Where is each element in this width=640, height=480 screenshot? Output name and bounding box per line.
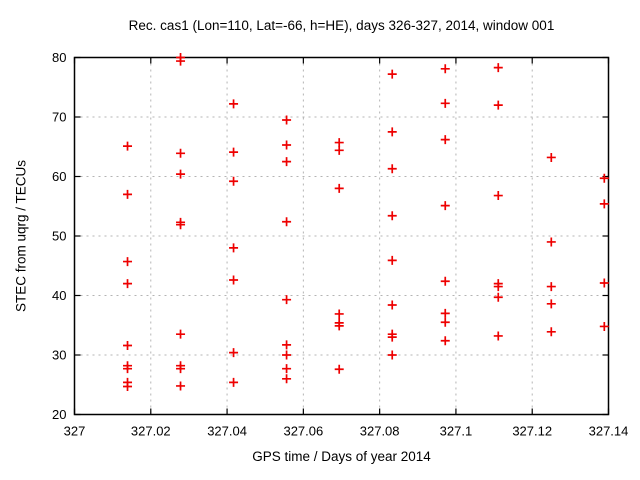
data-point-marker — [176, 329, 186, 339]
data-point-marker — [599, 278, 609, 288]
data-point-marker — [229, 243, 239, 253]
data-point-marker — [493, 100, 503, 110]
data-point-marker — [493, 331, 503, 341]
data-point-marker — [493, 63, 503, 73]
data-point-marker — [440, 308, 450, 318]
data-point-marker — [282, 374, 292, 384]
data-point-marker — [387, 69, 397, 79]
data-point-marker — [282, 350, 292, 360]
data-point-marker — [440, 201, 450, 211]
x-tick-label: 327 — [64, 424, 86, 439]
data-point-marker — [229, 99, 239, 109]
data-point-marker — [123, 382, 133, 392]
data-point-marker — [123, 340, 133, 350]
data-point-marker — [176, 220, 186, 230]
x-tick-label: 327.14 — [589, 424, 629, 439]
data-point-marker — [546, 299, 556, 309]
data-point-marker — [123, 257, 133, 267]
data-point-marker — [440, 64, 450, 74]
data-point-marker — [493, 191, 503, 201]
x-tick-label: 327.12 — [512, 424, 552, 439]
data-point-marker — [334, 321, 344, 331]
data-point-marker — [282, 364, 292, 374]
x-tick-label: 327.08 — [360, 424, 400, 439]
x-tick-label: 327.1 — [440, 424, 473, 439]
x-tick-label: 327.04 — [207, 424, 247, 439]
data-point-marker — [546, 282, 556, 292]
plot-border — [73, 56, 610, 416]
data-point-marker — [282, 295, 292, 305]
data-point-marker — [282, 340, 292, 350]
data-point-marker — [123, 141, 133, 151]
data-point-marker — [599, 173, 609, 183]
data-point-marker — [282, 157, 292, 167]
data-point-marker — [229, 348, 239, 358]
data-point-marker — [176, 381, 186, 391]
x-axis-title: GPS time / Days of year 2014 — [252, 449, 431, 464]
data-point-marker — [546, 327, 556, 337]
x-tick-label: 327.06 — [283, 424, 323, 439]
data-point-marker — [176, 56, 186, 66]
data-point-marker — [176, 169, 186, 179]
data-point-marker — [334, 145, 344, 155]
y-tick-label: 20 — [52, 407, 66, 422]
data-point-marker — [387, 164, 397, 174]
y-tick-label: 70 — [52, 110, 66, 125]
data-point-marker — [387, 350, 397, 360]
data-point-marker — [123, 364, 133, 374]
data-point-marker — [123, 189, 133, 199]
x-tick-label: 327.02 — [131, 424, 171, 439]
data-point-marker — [387, 255, 397, 265]
data-point-marker — [546, 152, 556, 162]
data-point-marker — [599, 199, 609, 209]
data-point-marker — [546, 237, 556, 247]
data-point-marker — [229, 147, 239, 157]
data-point-marker — [229, 377, 239, 387]
data-point-marker — [334, 309, 344, 319]
y-tick-label: 30 — [52, 348, 66, 363]
data-point-marker — [440, 98, 450, 108]
data-point-marker — [440, 276, 450, 286]
chart-title: Rec. cas1 (Lon=110, Lat=-66, h=HE), days… — [128, 18, 555, 33]
y-tick-label: 80 — [52, 50, 66, 65]
data-point-marker — [440, 336, 450, 346]
data-point-marker — [282, 140, 292, 150]
data-point-marker — [387, 127, 397, 137]
data-point-marker — [176, 148, 186, 158]
data-point-marker — [229, 275, 239, 285]
data-point-marker — [493, 292, 503, 302]
data-point-marker — [440, 135, 450, 145]
data-point-marker — [334, 364, 344, 374]
y-tick-label: 60 — [52, 169, 66, 184]
data-point-marker — [176, 364, 186, 374]
data-point-marker — [282, 217, 292, 227]
y-tick-label: 50 — [52, 229, 66, 244]
data-point-marker — [282, 115, 292, 125]
y-tick-label: 40 — [52, 288, 66, 303]
data-point-marker — [123, 279, 133, 289]
data-point-marker — [334, 183, 344, 193]
data-point-marker — [493, 282, 503, 292]
data-point-marker — [229, 176, 239, 186]
data-point-marker — [387, 332, 397, 342]
data-point-marker — [387, 300, 397, 310]
data-point-marker — [440, 317, 450, 327]
data-point-marker — [387, 211, 397, 221]
data-point-marker — [599, 321, 609, 331]
data-point-marker — [334, 138, 344, 148]
